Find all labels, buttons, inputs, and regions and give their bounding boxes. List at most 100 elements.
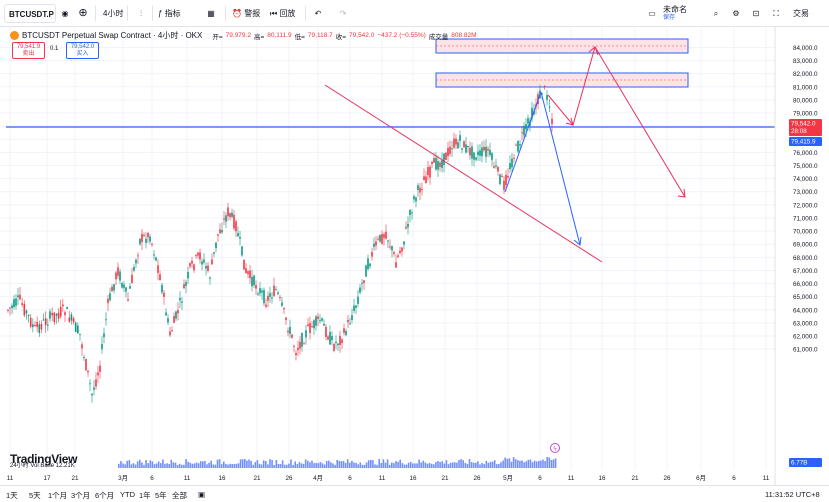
volume-bar bbox=[500, 462, 502, 468]
volume-bar bbox=[382, 459, 385, 468]
volume-bar bbox=[353, 462, 355, 468]
range-all[interactable]: 全部 bbox=[172, 491, 187, 500]
volume-bar bbox=[155, 463, 158, 468]
candle-body bbox=[441, 159, 443, 168]
candle-body bbox=[53, 312, 56, 323]
candle-body bbox=[57, 312, 60, 319]
candle-body bbox=[499, 174, 501, 185]
range-3m[interactable]: 3个月 bbox=[71, 491, 91, 500]
volume-bar bbox=[420, 462, 422, 468]
volume-bar bbox=[533, 460, 536, 468]
calendar-icon[interactable]: ▣ bbox=[198, 490, 206, 499]
alert-button[interactable]: ⏰ 警报 bbox=[232, 4, 260, 23]
volume-bar bbox=[132, 463, 135, 468]
volume-bar bbox=[391, 462, 393, 468]
candle-body bbox=[235, 221, 237, 232]
candle-body bbox=[433, 158, 435, 163]
volume-bar bbox=[510, 461, 513, 468]
interval-button[interactable]: 4小时 bbox=[103, 9, 124, 18]
last-price-tag-text: 79,542.0 bbox=[791, 120, 816, 127]
volume-bar bbox=[311, 460, 313, 468]
layout-icon[interactable]: ▭ bbox=[648, 9, 656, 18]
sell-button[interactable]: 79,541.9 卖出 bbox=[12, 42, 45, 59]
range-ytd[interactable]: YTD bbox=[120, 490, 135, 499]
grid-icon[interactable]: ▦ bbox=[207, 9, 215, 18]
candle-body bbox=[97, 372, 99, 376]
camera-icon[interactable]: ⊡ bbox=[752, 9, 760, 18]
eye-icon[interactable]: ◉ bbox=[61, 9, 69, 18]
volume-bar bbox=[273, 464, 275, 468]
price-tick-label: 83,000.0 bbox=[793, 58, 818, 65]
volume-bar bbox=[199, 461, 202, 468]
chart-grid bbox=[0, 27, 775, 470]
range-1m[interactable]: 1个月 bbox=[48, 491, 68, 500]
legend-title[interactable]: BTCUSDT Perpetual Swap Contract · 4小时 · … bbox=[22, 31, 203, 40]
range-1y[interactable]: 1年 bbox=[139, 491, 151, 500]
volume-bar bbox=[275, 459, 278, 468]
candle-body bbox=[143, 234, 145, 236]
volume-bar bbox=[508, 458, 511, 468]
candle-body bbox=[113, 284, 115, 291]
candle-body bbox=[209, 277, 211, 279]
bar-chart-icon[interactable]: ⫶ bbox=[140, 9, 142, 18]
red-projection-path bbox=[547, 45, 686, 198]
time-tick-label: 4月 bbox=[313, 474, 323, 482]
volume-bar bbox=[225, 463, 227, 468]
indicators-button[interactable]: ƒ 指标 bbox=[158, 4, 181, 23]
undo-icon[interactable]: ↶ bbox=[314, 9, 322, 18]
volume-bar bbox=[554, 458, 557, 468]
candle-body bbox=[411, 212, 413, 214]
symbol-search-button[interactable]: BTCUSDT.P bbox=[4, 4, 56, 23]
candle-body bbox=[417, 185, 419, 190]
candle-body bbox=[129, 286, 131, 289]
range-5d[interactable]: 5天 bbox=[29, 491, 41, 500]
price-tick-label: 71,000.0 bbox=[793, 215, 818, 222]
range-1d[interactable]: 1天 bbox=[6, 491, 18, 500]
volume-bar bbox=[443, 463, 446, 468]
tradingview-logo: TradingView bbox=[10, 452, 78, 466]
volume-bar bbox=[281, 460, 284, 468]
candle-body bbox=[127, 299, 129, 301]
volume-bar bbox=[254, 462, 257, 468]
settings-icon[interactable]: ⚙ bbox=[732, 9, 740, 18]
volume-bar bbox=[120, 461, 122, 468]
volume-bar bbox=[370, 459, 372, 468]
candle-body bbox=[305, 330, 307, 338]
buy-button[interactable]: 79,542.0 买入 bbox=[66, 42, 99, 59]
candle-body bbox=[383, 234, 385, 238]
volume-bar bbox=[143, 464, 145, 468]
trade-button[interactable]: 交易 bbox=[793, 9, 809, 18]
candle-body bbox=[257, 293, 259, 295]
plus-icon[interactable]: ⊕ bbox=[78, 7, 88, 19]
volume-bar bbox=[139, 459, 141, 468]
layout-name-button[interactable]: 未命名 保存 bbox=[663, 6, 687, 22]
candle-body bbox=[459, 135, 461, 141]
fullscreen-icon[interactable]: ⛶ bbox=[773, 9, 779, 18]
replay-button[interactable]: ⏮ 回放 bbox=[270, 4, 295, 23]
candle-body bbox=[217, 234, 219, 236]
price-tick-label: 79,000.0 bbox=[793, 111, 818, 118]
candle-body bbox=[455, 138, 457, 145]
candle-body bbox=[145, 238, 147, 243]
candle-body bbox=[477, 151, 479, 156]
replay-icon: ⏮ bbox=[270, 9, 278, 18]
volume-bar bbox=[548, 457, 551, 468]
volume-label: 成交量 bbox=[428, 33, 449, 41]
chart-legend: BTCUSDT Perpetual Swap Contract · 4小时 · … bbox=[10, 30, 477, 41]
candle-body bbox=[467, 145, 469, 148]
volume-bar bbox=[136, 461, 139, 468]
volume-bar bbox=[160, 463, 162, 468]
volume-bar bbox=[244, 459, 246, 468]
volume-bar bbox=[216, 459, 219, 468]
redo-icon[interactable]: ↷ bbox=[339, 9, 347, 18]
candle-body bbox=[207, 265, 209, 271]
volume-bar bbox=[246, 460, 248, 468]
volume-bar bbox=[172, 462, 175, 468]
range-5y[interactable]: 5年 bbox=[155, 491, 167, 500]
volume-bar bbox=[359, 462, 362, 468]
range-6m[interactable]: 6个月 bbox=[95, 491, 115, 500]
candle-body bbox=[405, 226, 407, 229]
search-icon[interactable]: ⌕ bbox=[713, 9, 719, 18]
candle-body bbox=[357, 296, 359, 304]
